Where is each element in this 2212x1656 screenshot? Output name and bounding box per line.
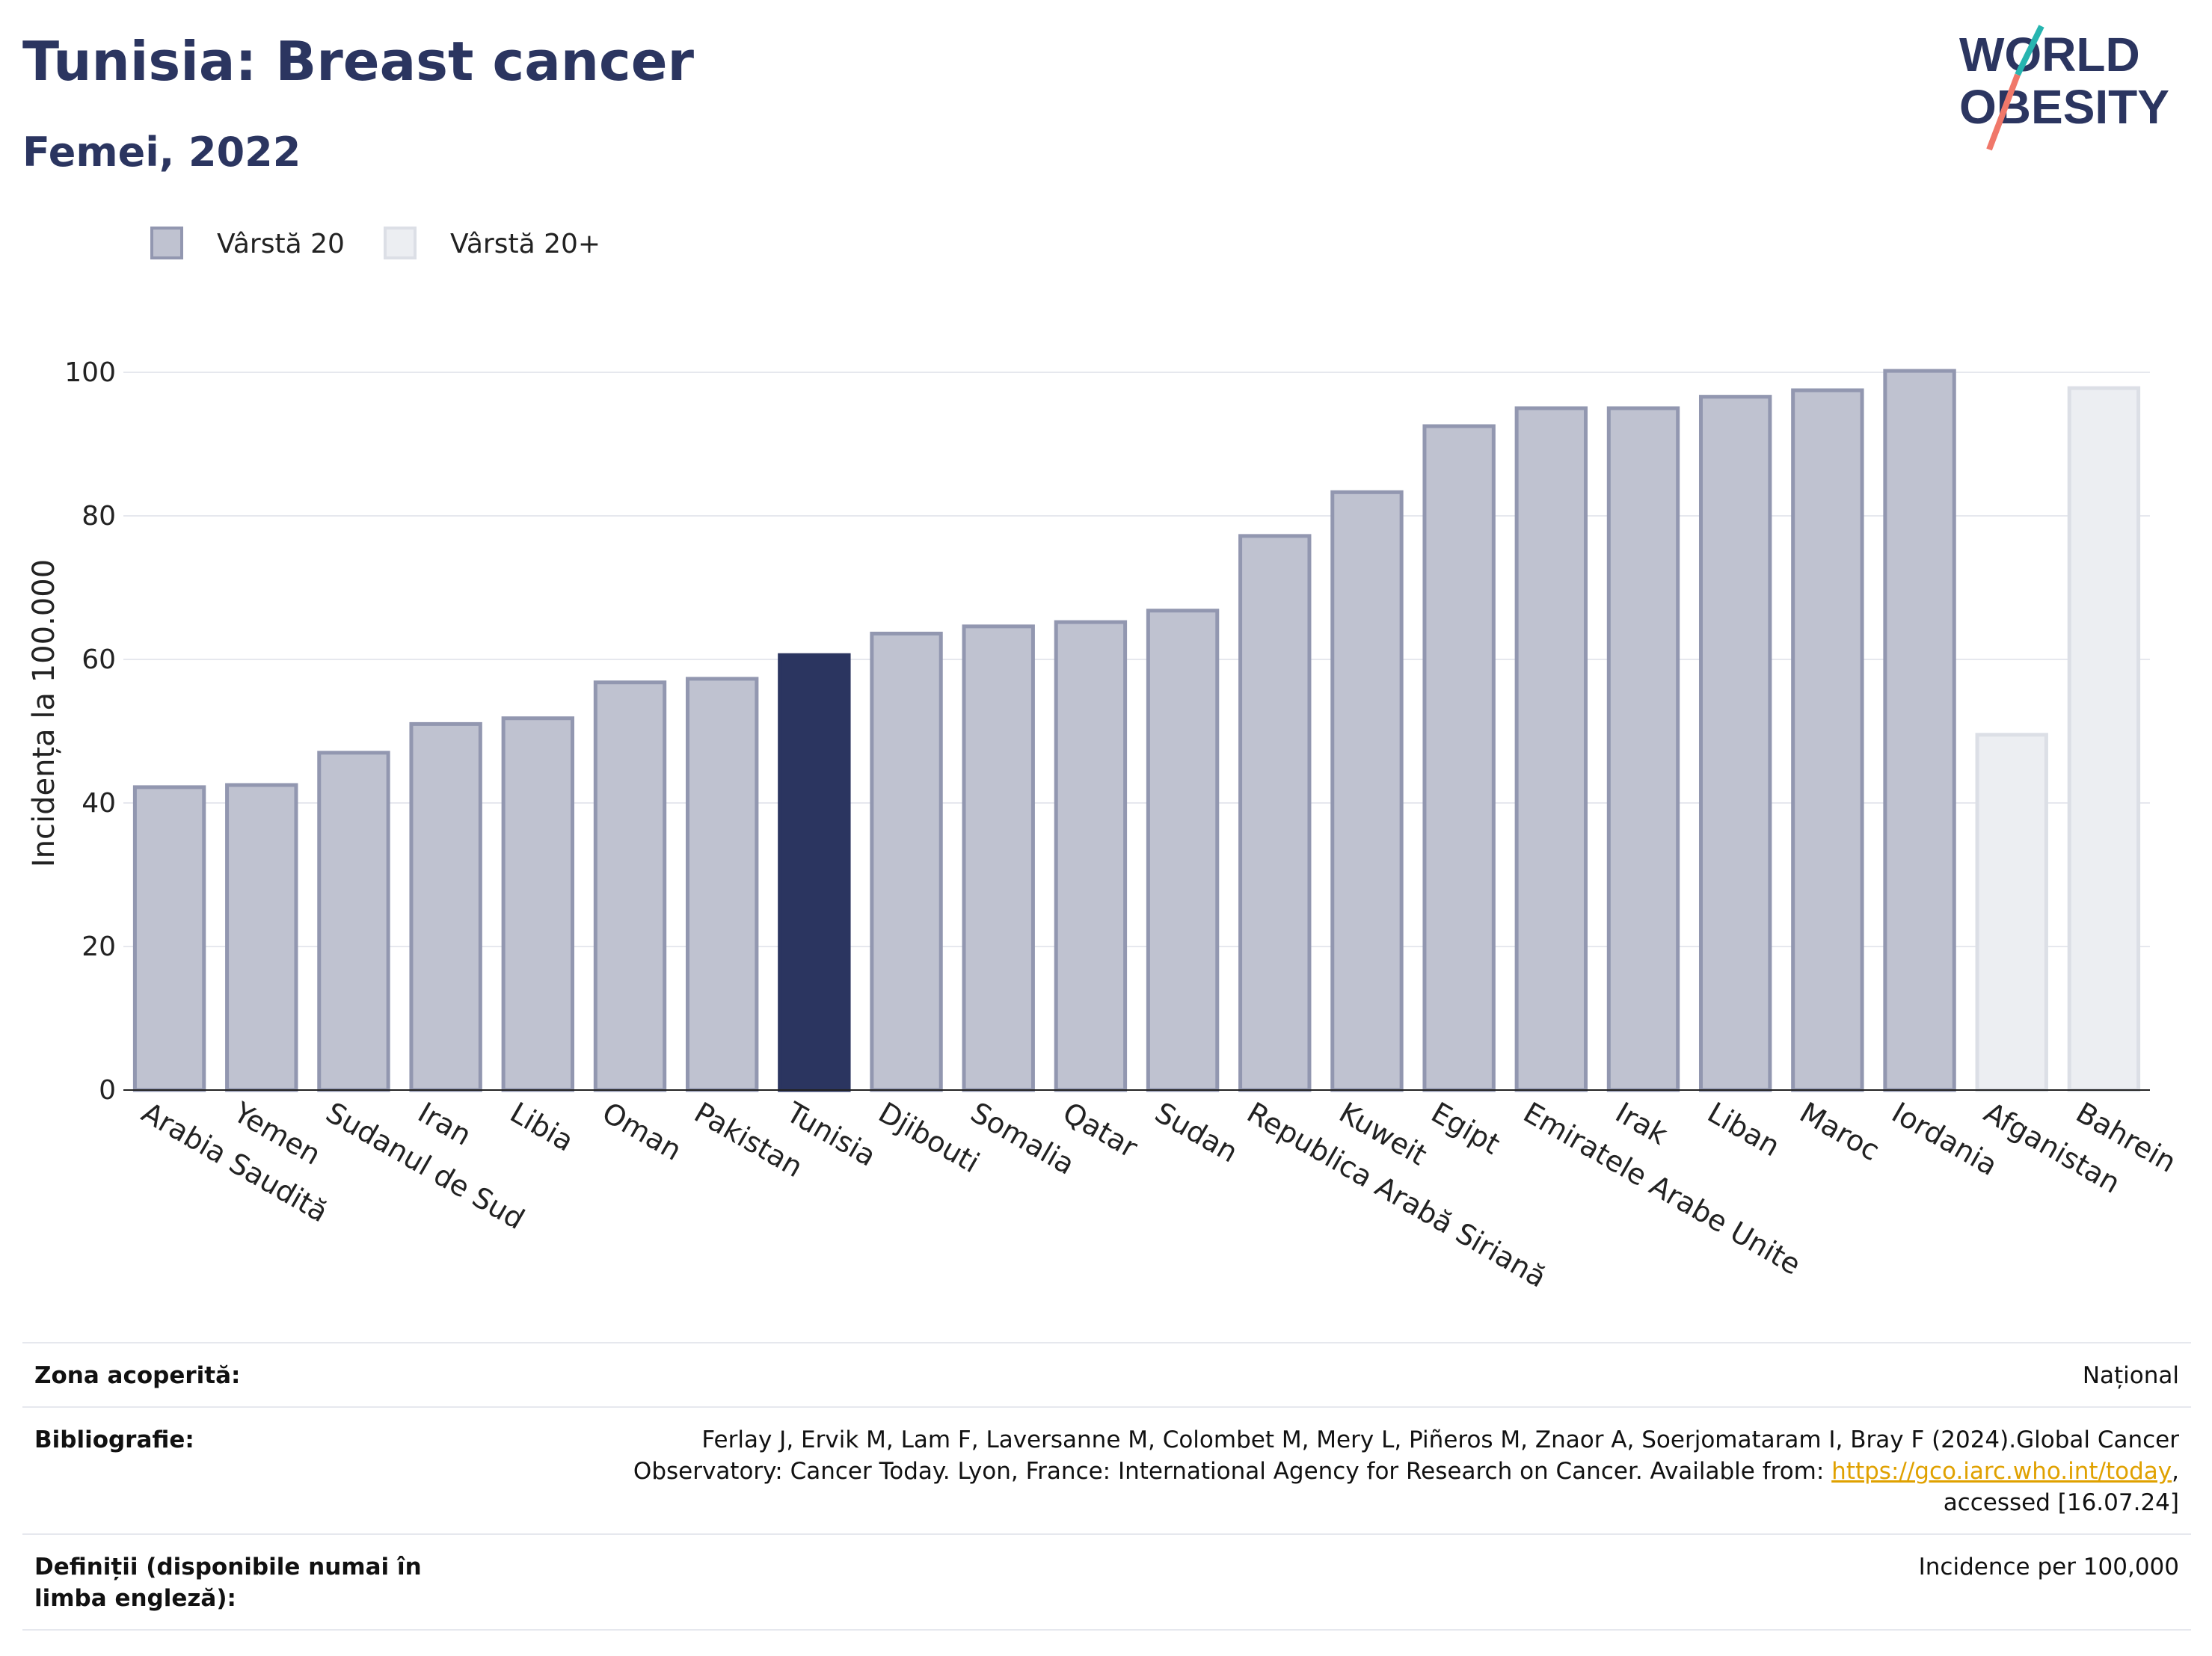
world-obesity-logo: WORLD OBESITY <box>1959 25 2169 151</box>
bar <box>962 624 1035 1092</box>
x-tick-label: Djibouti <box>873 1096 986 1180</box>
bibliography-label: Bibliografie: <box>34 1426 194 1453</box>
coverage-value: Național <box>2082 1362 2179 1389</box>
coverage-label: Zona acoperită: <box>34 1362 241 1389</box>
bar <box>593 680 667 1092</box>
legend-swatch <box>384 227 417 259</box>
bar <box>778 653 851 1092</box>
bar <box>1883 369 1956 1092</box>
bar <box>225 783 298 1092</box>
x-tick-label: Maroc <box>1794 1096 1885 1168</box>
bar <box>2067 386 2141 1092</box>
source-link[interactable]: https://gco.iarc.who.int/today <box>1831 1458 2172 1485</box>
logo-line2: OBESITY <box>1959 80 2169 134</box>
x-tick-label: Irak <box>1610 1096 1673 1151</box>
legend-label: Vârstă 20 <box>217 229 345 259</box>
bar <box>409 721 482 1092</box>
bar <box>1054 620 1128 1092</box>
y-tick-label: 0 <box>99 1075 116 1106</box>
bibliography-value: Ferlay J, Ervik M, Lam F, Laversanne M, … <box>609 1424 2179 1518</box>
y-tick-label: 100 <box>64 357 116 388</box>
info-table: Zona acoperită: Național Bibliografie: F… <box>22 1342 2191 1631</box>
bar <box>1330 490 1404 1092</box>
x-tick-label: Oman <box>597 1096 687 1167</box>
logo-line1: WORLD <box>1959 28 2140 81</box>
x-tick-label: Sudan <box>1149 1096 1244 1169</box>
x-tick-label: Liban <box>1702 1096 1785 1163</box>
logo-slash-teal <box>2015 25 2044 76</box>
bar <box>685 677 759 1092</box>
logo-slash-coral <box>1986 73 2021 151</box>
x-tick-label: Iordania <box>1887 1096 2003 1182</box>
legend-label: Vârstă 20+ <box>450 229 600 259</box>
footer-row-definitions: Definiții (disponibile numai în limba en… <box>22 1533 2191 1631</box>
bar <box>1514 406 1588 1092</box>
y-tick-label: 40 <box>82 788 116 819</box>
definitions-label: Definiții (disponibile numai în limba en… <box>34 1554 422 1612</box>
bar <box>1698 395 1772 1092</box>
bar <box>1791 388 1864 1092</box>
bar <box>870 631 943 1092</box>
bar <box>1422 424 1496 1092</box>
y-tick-label: 60 <box>82 644 116 675</box>
bar <box>132 785 206 1092</box>
legend-swatch <box>150 227 183 259</box>
bar <box>1238 534 1312 1092</box>
x-tick-label: Egipt <box>1426 1096 1506 1161</box>
y-tick-label: 80 <box>82 501 116 532</box>
chart-subtitle: Femei, 2022 <box>22 129 301 176</box>
bar <box>317 751 390 1092</box>
chart-title: Tunisia: Breast cancer <box>22 30 695 93</box>
bar <box>1975 733 2048 1092</box>
y-tick-label: 20 <box>82 932 116 962</box>
bar <box>1606 406 1680 1092</box>
footer-row-bibliography: Bibliografie: Ferlay J, Ervik M, Lam F, … <box>22 1406 2191 1533</box>
bibliography-accessed: , accessed [16.07.24] <box>1943 1458 2179 1516</box>
bar-chart: Vârstă 20 Vârstă 20+ 0 20 40 60 80 100 Incidența… <box>27 227 2182 1294</box>
y-axis-label: Incidența la 100.000 <box>27 559 61 867</box>
bar <box>1146 609 1220 1092</box>
x-tick-label: Libia <box>505 1096 580 1158</box>
x-tick-label: Iran <box>413 1096 477 1152</box>
definitions-value: Incidence per 100,000 <box>1918 1554 2179 1580</box>
footer-row-coverage: Zona acoperită: Național <box>22 1342 2191 1406</box>
bibliography-text: Ferlay J, Ervik M, Lam F, Laversanne M, … <box>633 1426 2179 1485</box>
bar <box>501 716 575 1092</box>
x-tick-label: Somalia <box>965 1096 1081 1181</box>
